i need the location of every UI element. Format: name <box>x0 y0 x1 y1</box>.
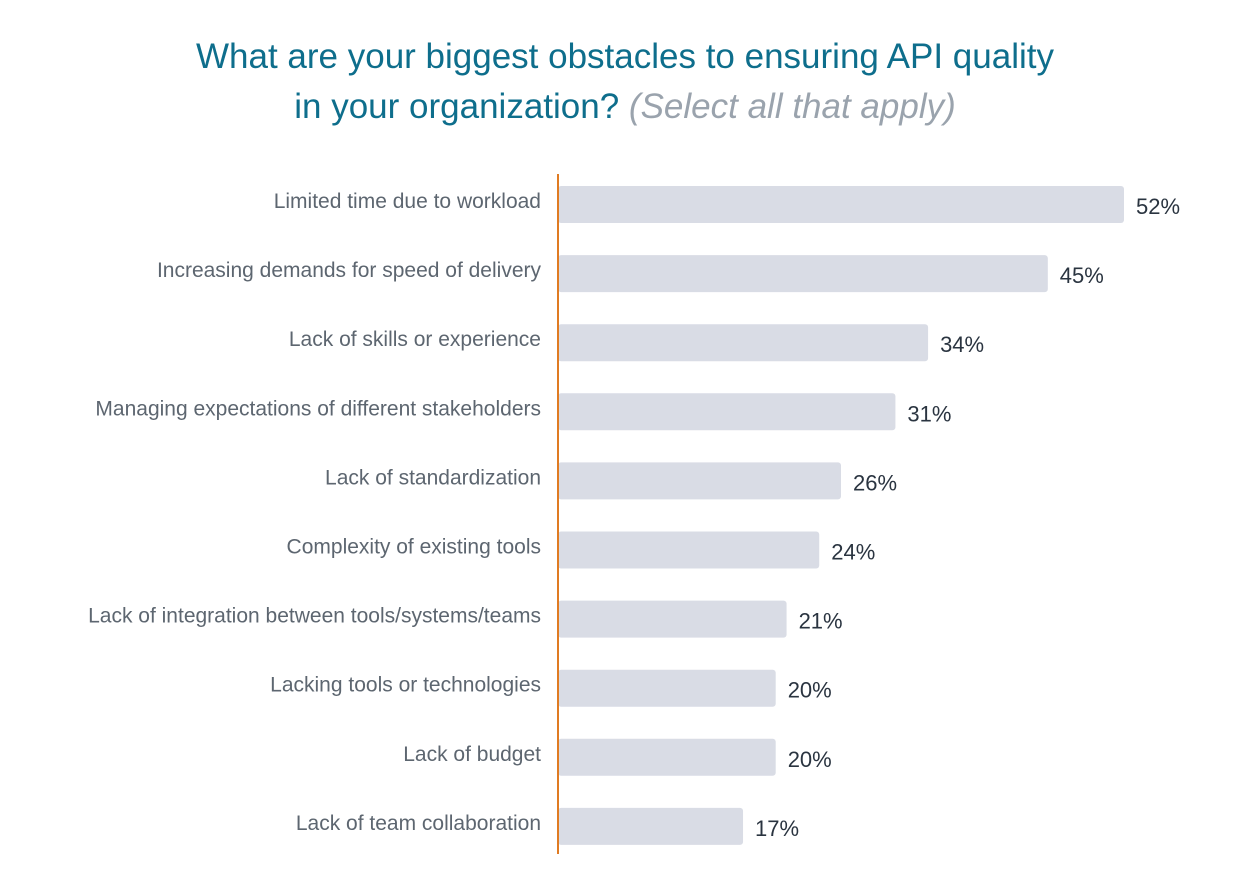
chart-title-line-1: What are your biggest obstacles to ensur… <box>196 37 1054 76</box>
category-label-1: Limited time due to workload <box>274 190 541 213</box>
bar-8 <box>558 669 776 707</box>
bar-2 <box>558 255 1048 293</box>
bar-10 <box>558 807 744 845</box>
chart-title-line-2-text: in your organization? <box>294 87 620 126</box>
chart-title-line-2: in your organization? (Select all that a… <box>0 82 1250 132</box>
value-label-4: 31% <box>907 401 951 426</box>
category-label-7: Lack of integration between tools/system… <box>88 605 541 628</box>
value-label-5: 26% <box>853 470 897 495</box>
category-label-5: Lack of standardization <box>325 466 541 489</box>
chart-title: What are your biggest obstacles to ensur… <box>0 32 1250 132</box>
category-label-8: Lacking tools or technologies <box>270 674 541 697</box>
bar-1 <box>558 186 1124 223</box>
value-label-6: 24% <box>831 540 875 565</box>
bar-7 <box>558 600 787 638</box>
category-label-2: Increasing demands for speed of delivery <box>157 259 542 282</box>
value-label-3: 34% <box>940 332 984 357</box>
value-label-1: 52% <box>1136 194 1180 219</box>
bar-5 <box>558 462 841 500</box>
value-label-10: 17% <box>755 816 799 841</box>
value-labels-group: 52% 45% 34% 31% 26% 24% 21% 20% 20% 17% <box>755 194 1180 841</box>
value-label-9: 20% <box>788 747 832 772</box>
bars-group <box>558 186 1124 845</box>
category-label-4: Managing expectations of different stake… <box>95 397 541 420</box>
category-label-9: Lack of budget <box>403 743 541 766</box>
value-label-7: 21% <box>799 609 843 634</box>
bar-9 <box>558 738 776 776</box>
category-labels-group: Limited time due to workload Increasing d… <box>88 190 541 835</box>
chart-subtitle: (Select all that apply) <box>628 87 956 126</box>
bar-4 <box>558 393 896 431</box>
bar-3 <box>558 324 929 362</box>
category-label-3: Lack of skills or experience <box>289 328 541 351</box>
bar-6 <box>558 531 820 569</box>
value-label-2: 45% <box>1060 263 1104 288</box>
category-label-6: Complexity of existing tools <box>287 536 541 559</box>
category-label-10: Lack of team collaboration <box>296 812 541 835</box>
value-label-8: 20% <box>788 678 832 703</box>
